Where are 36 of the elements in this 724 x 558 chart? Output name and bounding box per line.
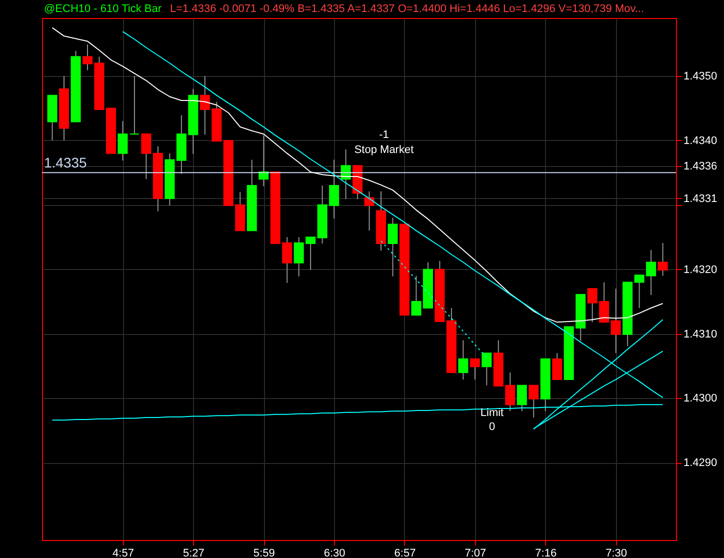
x-tick-label: 7:16 bbox=[535, 548, 557, 558]
x-tick-label: 4:57 bbox=[112, 548, 134, 558]
candlestick bbox=[610, 288, 621, 354]
y-tick-label: 1.4320 bbox=[684, 264, 718, 276]
candlestick bbox=[458, 340, 468, 380]
annotation: Stop Market bbox=[354, 144, 414, 156]
candlestick bbox=[482, 352, 492, 386]
x-tick-label: 5:59 bbox=[253, 548, 275, 558]
y-tick-label: 1.4331 bbox=[684, 192, 718, 205]
y-tick-label: 1.4310 bbox=[684, 328, 718, 340]
candlestick bbox=[141, 134, 152, 180]
candlestick bbox=[552, 352, 562, 380]
chart-subtitle: L=1.4336 -0.0071 -0.49% B=1.4335 A=1.4337 O=1.4400 Hi=1.4446 Lo=1.4296 V=130,739 Mov... bbox=[170, 3, 644, 15]
candlestick bbox=[470, 358, 480, 380]
chart-title: @ECH10 - 610 Tick Bar bbox=[44, 3, 162, 15]
y-tick-label: 1.4340 bbox=[684, 134, 718, 147]
x-tick-label: 7:30 bbox=[606, 548, 628, 558]
annotation: -1 bbox=[379, 129, 389, 141]
annotation: 0 bbox=[488, 421, 496, 433]
y-tick-label: 1.4300 bbox=[684, 392, 718, 405]
x-tick-label: 7:07 bbox=[464, 548, 486, 558]
candlestick bbox=[411, 275, 422, 316]
x-tick-label: 5:27 bbox=[182, 548, 204, 558]
y-tick-label: 1.4290 bbox=[684, 457, 718, 470]
ref-line-label: 1.4335 bbox=[44, 154, 88, 171]
candlestick bbox=[388, 217, 398, 277]
y-tick-label: 1.4350 bbox=[684, 70, 718, 82]
candlestick bbox=[516, 384, 527, 412]
candlestick bbox=[658, 242, 668, 276]
candlestick bbox=[528, 384, 539, 418]
annotation: Limit bbox=[480, 407, 504, 419]
y-tick-label: 1.4336 bbox=[684, 160, 718, 173]
x-tick-label: 6:57 bbox=[394, 548, 416, 558]
candlestick bbox=[129, 76, 140, 134]
x-tick-label: 6:30 bbox=[324, 548, 346, 558]
candlestick bbox=[118, 120, 128, 161]
